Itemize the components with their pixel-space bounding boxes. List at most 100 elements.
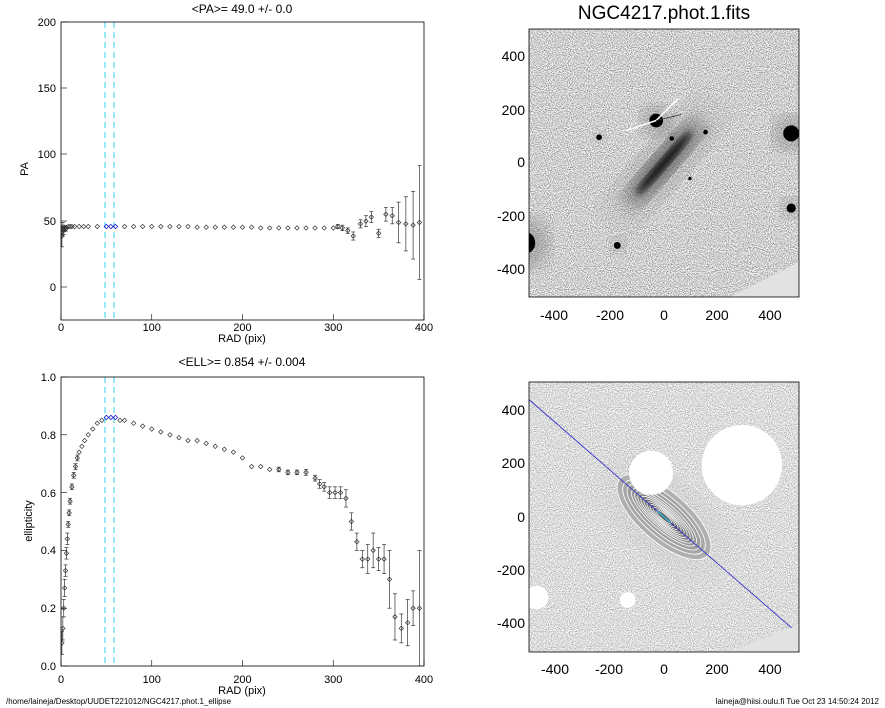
ell-y-tick-label: 1.0: [41, 372, 56, 384]
data-point: [67, 498, 73, 504]
data-point: [303, 469, 309, 476]
contour-y-tick-label: -400: [497, 615, 525, 631]
contour-x-tick-label: -400: [541, 661, 569, 677]
data-point: [267, 225, 273, 231]
data-point: [121, 223, 128, 230]
contour-x-tick-label: -200: [595, 661, 623, 677]
data-point: [375, 230, 382, 237]
ell-x-tick-label: 0: [58, 674, 64, 686]
star-spike: [625, 119, 657, 132]
pa-x-tick-label: 400: [415, 322, 433, 334]
image-x-tick-label: -200: [596, 307, 624, 323]
data-point: [403, 221, 409, 227]
data-point: [76, 223, 82, 230]
star: [596, 134, 602, 141]
data-point: [112, 414, 119, 421]
data-point: [276, 225, 282, 231]
data-point: [64, 536, 71, 542]
data-point: [354, 539, 360, 545]
ell-x-axis-label: RAD (pix): [218, 685, 266, 697]
data-point: [121, 417, 128, 424]
data-point: [337, 489, 344, 496]
contour-corner-gap: [728, 625, 799, 652]
data-point: [221, 446, 228, 452]
data-point: [294, 225, 300, 231]
data-point: [63, 225, 70, 231]
data-point: [149, 223, 155, 230]
data-point: [410, 222, 416, 228]
data-point: [71, 223, 78, 230]
data-point: [194, 437, 200, 444]
star: [703, 129, 708, 135]
data-point: [239, 455, 246, 461]
data-point: [94, 420, 100, 426]
image-title: NGC4217.phot.1.fits: [578, 3, 750, 24]
data-point: [386, 576, 393, 582]
star-mask: [628, 450, 674, 495]
image-y-tick-label: 400: [502, 48, 526, 64]
star-mask: [619, 592, 636, 608]
data-point: [61, 640, 65, 646]
ell-x-tick-label: 200: [233, 674, 251, 686]
data-point: [321, 225, 327, 231]
data-point: [117, 417, 123, 424]
data-point: [230, 449, 237, 455]
data-point: [194, 224, 200, 230]
data-point: [61, 233, 65, 239]
data-point: [203, 440, 209, 447]
data-point: [267, 466, 273, 473]
data-point: [375, 556, 382, 562]
data-point: [257, 463, 264, 470]
contour-y-tick-label: 400: [502, 402, 526, 418]
data-point: [167, 432, 173, 438]
data-point: [312, 225, 318, 231]
data-point: [348, 518, 355, 525]
pa-data-points: [61, 165, 423, 280]
data-point: [212, 443, 218, 450]
data-point: [85, 432, 91, 438]
ell-y-tick-label: 0.2: [41, 603, 56, 615]
image-x-tick-label: -400: [540, 307, 568, 323]
data-point: [339, 225, 346, 231]
star: [669, 136, 675, 141]
data-point: [67, 223, 73, 230]
image-x-tick-label: 200: [705, 307, 729, 323]
footer-file-path: /home/laineja/Desktop/UUDET221012/NGC421…: [6, 697, 232, 706]
contour-x-tick-label: 200: [705, 661, 729, 677]
data-point: [94, 223, 100, 230]
data-point: [359, 556, 365, 562]
ell-y-tick-label: 0.6: [41, 488, 56, 500]
contour-panel: -400 -200 0 200 400 400 200 0 -200 -400: [497, 381, 800, 677]
data-point: [350, 233, 356, 239]
star-mask: [529, 585, 549, 610]
pa-chart: <PA>= 49.0 +/- 0.0 0 100 200 300 400 0 5…: [19, 2, 433, 345]
data-point: [103, 414, 110, 421]
data-point: [285, 469, 291, 476]
galaxy-image-panel: NGC4217.phot.1.fits -400 -200 0 200 400 …: [497, 3, 800, 323]
data-point: [80, 223, 87, 230]
ell-y-tick-label: 0.0: [41, 661, 56, 673]
ell-data-points: [61, 414, 423, 666]
data-point: [230, 224, 237, 230]
data-point: [61, 585, 68, 591]
data-point: [158, 429, 164, 435]
data-point: [108, 223, 114, 230]
data-point: [112, 223, 119, 230]
pa-y-tick-label: 200: [38, 17, 56, 29]
data-point: [176, 434, 182, 441]
pa-y-axis-label: PA: [19, 161, 31, 176]
data-point: [66, 510, 72, 516]
data-point: [416, 605, 423, 611]
data-point: [62, 226, 69, 232]
data-point: [149, 426, 155, 432]
image-y-tick-label: -400: [497, 261, 525, 277]
data-point: [76, 449, 82, 455]
data-point: [303, 225, 309, 231]
data-point: [81, 437, 88, 444]
pa-x-tick-label: 300: [324, 322, 342, 334]
data-point: [130, 223, 137, 230]
data-point: [316, 481, 323, 487]
data-point: [416, 219, 423, 226]
footer-timestamp: laineja@hiisi.oulu.fi Tue Oct 23 14:50:2…: [715, 697, 879, 706]
